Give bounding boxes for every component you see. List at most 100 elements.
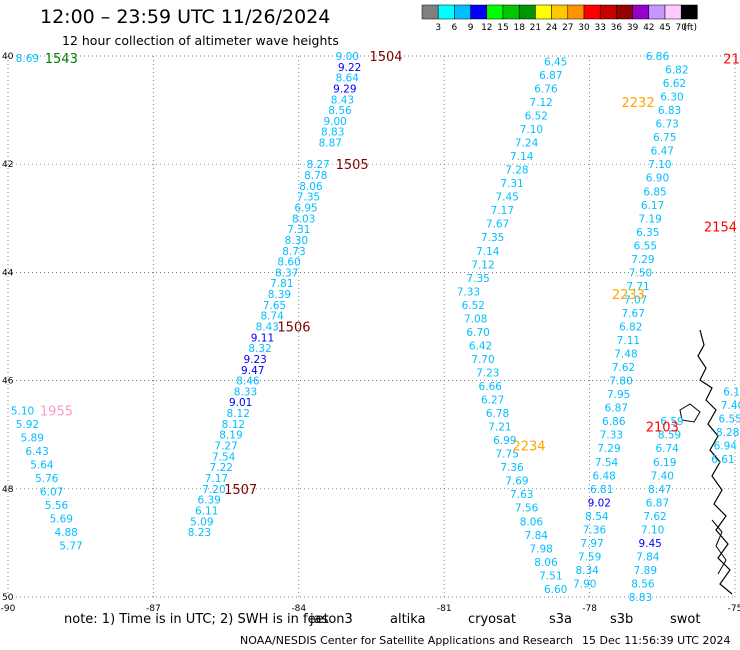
- wave-height-value: 6.17: [641, 200, 664, 212]
- wave-height-value: 8.47: [648, 484, 671, 496]
- wave-height-value: 7.10: [641, 524, 664, 536]
- wave-height-value: 5.10: [11, 405, 34, 417]
- wave-height-value: 7.36: [500, 462, 524, 474]
- color-scale: 3 6 9 12 15 18 21 24 27 30 33 36 39 42 45 70(ft): [421, 4, 698, 33]
- wave-height-value: 7.20: [202, 484, 225, 496]
- pass-time-label: 1504: [369, 50, 402, 65]
- wave-height-value: 7.56: [515, 503, 539, 515]
- coastline-island: [679, 403, 701, 423]
- wave-height-value: 9.45: [638, 538, 661, 550]
- pass-time-label: 2234: [512, 440, 545, 455]
- y-tick-label: 42: [2, 160, 13, 170]
- scale-label: 33: [594, 23, 605, 33]
- wave-height-value: 6.55: [634, 240, 657, 252]
- wave-height-value: 6.73: [655, 119, 678, 131]
- pass-time-label: 1507: [224, 483, 257, 498]
- wave-height-value: 8.30: [285, 235, 308, 247]
- wave-height-value: 6.48: [592, 470, 615, 482]
- wave-height-value: 6.52: [462, 300, 485, 312]
- scale-swatch: [616, 4, 633, 20]
- wave-height-value: 5.89: [21, 432, 44, 444]
- wave-height-value: 5.76: [35, 473, 59, 485]
- wave-height-value: 6.61: [711, 454, 734, 466]
- wave-height-value: 7.71: [626, 281, 649, 293]
- pass-time-label: 2103: [646, 421, 679, 436]
- track-labels: 1543 1504 1505 1506 1507 1955 2234 2233 2232 2154…: [40, 50, 740, 498]
- wave-height-value: 8.12: [227, 408, 250, 420]
- wave-height-value: 8.87: [319, 138, 342, 150]
- wave-height-value: 7.19: [638, 213, 661, 225]
- scale-unit: (ft): [683, 23, 697, 33]
- scale-label: 3: [435, 23, 441, 33]
- wave-height-value: 7.33: [457, 286, 480, 298]
- wave-height-value: 7.67: [622, 308, 645, 320]
- wave-height-value: 6.75: [653, 132, 676, 144]
- footer-note: note: 1) Time is in UTC; 2) SWH is in fe…: [64, 612, 329, 627]
- scale-swatch: [486, 4, 504, 20]
- wave-height-value: 7.31: [287, 224, 310, 236]
- scale-label: 30: [578, 23, 590, 33]
- wave-height-value: 6.85: [643, 186, 666, 198]
- legend-s3b: s3b: [610, 612, 634, 627]
- scale-swatch: [502, 4, 520, 20]
- wave-height-value: 7.33: [600, 430, 623, 442]
- wave-height-value: 6.82: [665, 65, 688, 77]
- pass-time-label: 1543: [45, 52, 78, 67]
- wave-height-value: 7.21: [488, 422, 511, 434]
- wave-height-value: 7.14: [476, 246, 500, 258]
- wave-height-value: 8.23: [188, 527, 211, 539]
- wave-height-value: 7.14: [510, 151, 534, 163]
- wave-height-value: 8.56: [328, 105, 352, 117]
- wave-height-value: 6.87: [646, 497, 669, 509]
- wave-height-value: 6.81: [590, 484, 613, 496]
- wave-height-value: 7.81: [270, 278, 293, 290]
- x-tick-label: -75: [728, 604, 740, 614]
- wave-height-value: 7.29: [631, 254, 654, 266]
- wave-height-value: 7.97: [580, 538, 603, 550]
- scale-swatch: [567, 4, 585, 20]
- wave-height-value: 7.12: [471, 259, 494, 271]
- scale-label: 45: [659, 23, 670, 33]
- wave-height-value: 8.03: [292, 213, 315, 225]
- wave-height-value: 6.55: [718, 413, 740, 425]
- wave-height-value: 8.06: [299, 181, 323, 193]
- scale-label: 15: [497, 23, 508, 33]
- wave-height-value: 7.63: [510, 489, 533, 501]
- wave-height-value: 6.10: [723, 386, 740, 398]
- pass-time-label: 2154: [704, 220, 737, 235]
- y-tick-label: 48: [2, 485, 14, 495]
- wave-height-value: 7.62: [612, 362, 635, 374]
- wave-height-value: 5.92: [16, 419, 39, 431]
- y-tick-label: 50: [2, 593, 14, 603]
- wave-height-value: 7.36: [583, 524, 607, 536]
- wave-height-value: 7.51: [539, 570, 562, 582]
- wave-height-value: 6.74: [655, 443, 679, 455]
- wave-height-value: 9.00: [323, 116, 346, 128]
- wave-height-value: 8.43: [256, 322, 279, 334]
- wave-height-value: 7.17: [491, 205, 514, 217]
- wave-height-value: 7.84: [636, 551, 660, 563]
- wave-height-value: 8.34: [575, 565, 599, 577]
- wave-height-value: 8.46: [236, 376, 260, 388]
- coastline-inlet: [711, 519, 727, 575]
- wave-height-value: 7.54: [212, 451, 236, 463]
- footer-credit: NOAA/NESDIS Center for Satellite Applica…: [240, 634, 574, 647]
- wave-height-value: 7.45: [496, 192, 519, 204]
- wave-height-value: 7.69: [505, 476, 528, 488]
- y-tick-label: 46: [2, 377, 14, 387]
- wave-height-value: 6.82: [619, 322, 642, 334]
- wave-height-value: 9.29: [333, 83, 356, 95]
- wave-height-value: 7.50: [629, 267, 652, 279]
- x-tick-label: -90: [1, 604, 16, 614]
- footer-date: 15 Dec 11:56:39 UTC 2024: [582, 634, 731, 647]
- wave-height-value: 5.09: [190, 516, 213, 528]
- wave-height-value: 6.86: [602, 416, 626, 428]
- scale-swatch: [421, 4, 439, 20]
- wave-height-value: 8.60: [277, 257, 300, 269]
- x-tick-label: -84: [291, 604, 306, 614]
- wave-height-value: 6.60: [544, 584, 567, 596]
- wave-height-value: 7.35: [466, 273, 489, 285]
- scale-swatch: [583, 4, 601, 20]
- scale-swatch: [648, 4, 666, 20]
